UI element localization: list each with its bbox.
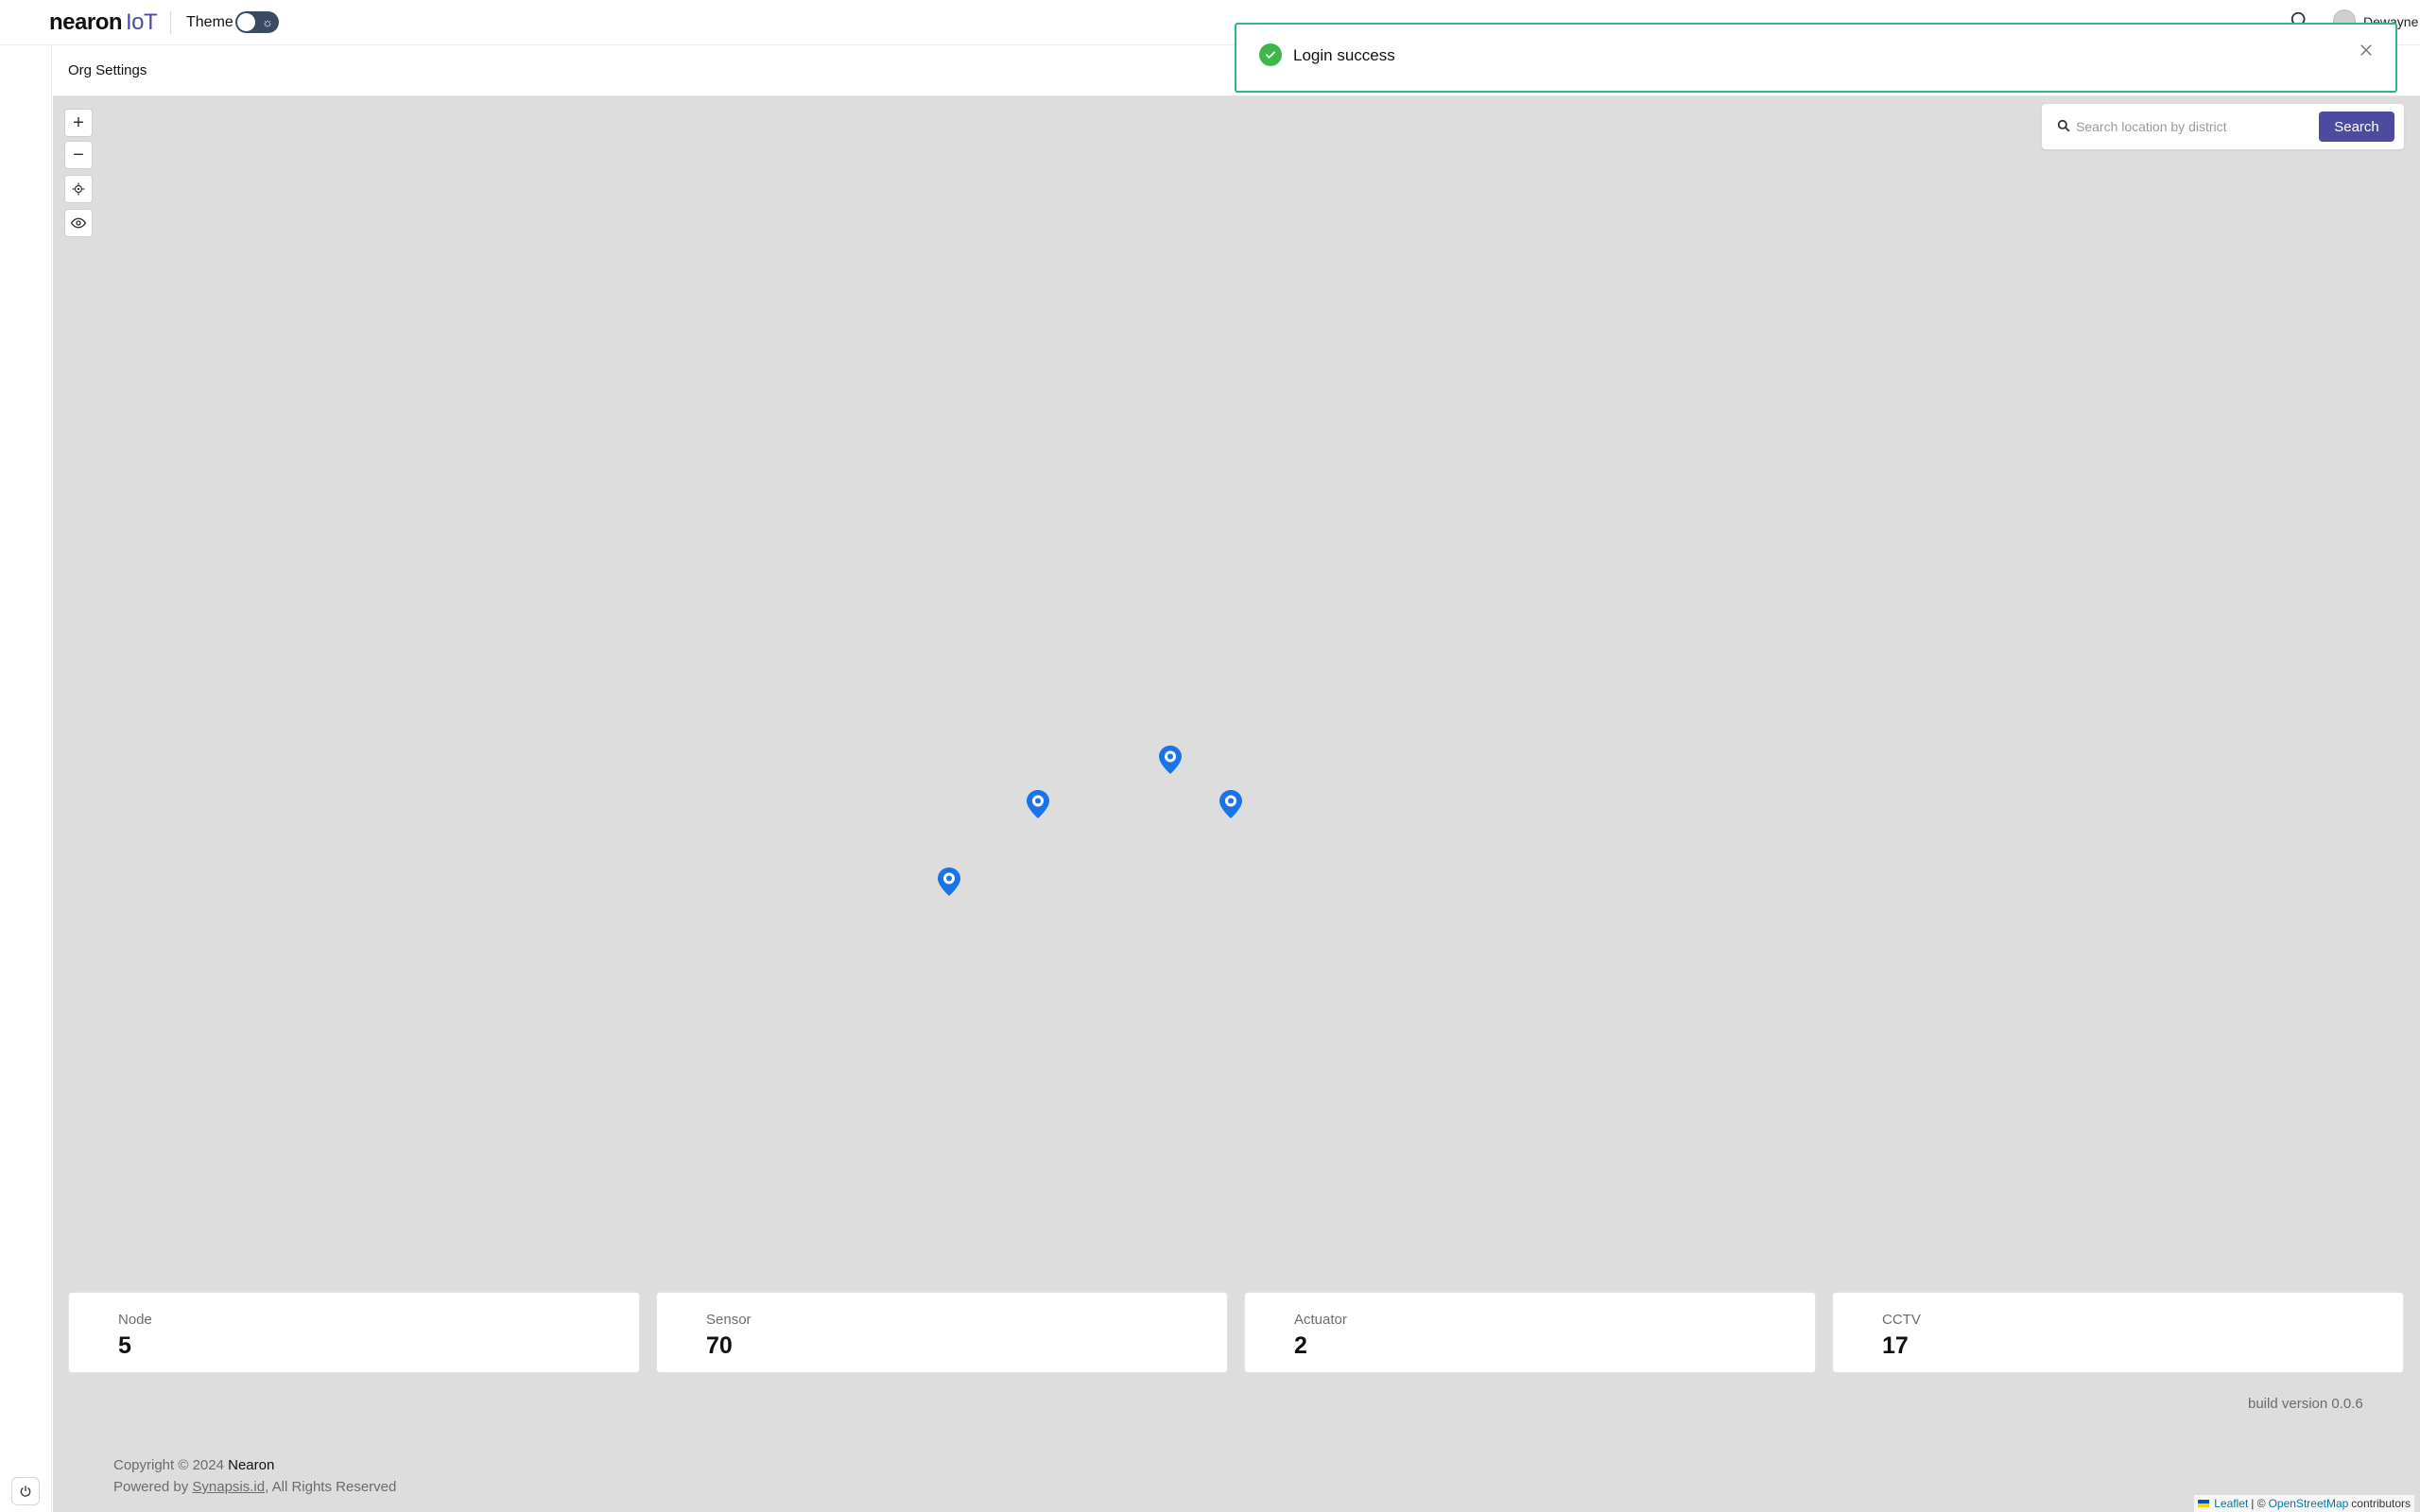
stat-label: Sensor xyxy=(706,1312,752,1328)
notification-toast: Login success xyxy=(1235,23,2397,93)
powered-by: Powered by Synapsis.id, All Rights Reser… xyxy=(113,1479,396,1495)
page-title: Org Settings xyxy=(68,62,147,78)
attribution-separator: | © xyxy=(2251,1497,2266,1510)
copyright: Copyright © 2024 Nearon xyxy=(113,1457,274,1473)
stat-card-node[interactable]: Node 5 xyxy=(68,1292,640,1373)
stat-card-sensor[interactable]: Sensor 70 xyxy=(656,1292,1228,1373)
stat-value: 70 xyxy=(706,1332,733,1359)
map-attribution: Leaflet | © OpenStreetMap contributors xyxy=(2194,1495,2414,1512)
stat-label: CCTV xyxy=(1882,1312,1921,1328)
map-marker[interactable] xyxy=(1158,745,1183,775)
map-marker[interactable] xyxy=(937,867,961,897)
zoom-out-button[interactable]: − xyxy=(64,141,93,169)
osm-link[interactable]: OpenStreetMap xyxy=(2268,1497,2349,1510)
theme-toggle[interactable]: ☼ xyxy=(235,11,279,33)
divider xyxy=(170,11,171,34)
power-icon xyxy=(20,1486,31,1497)
synapsis-link[interactable]: Synapsis.id xyxy=(192,1479,266,1495)
eye-icon xyxy=(71,217,86,229)
build-version: build version 0.0.6 xyxy=(2248,1396,2363,1412)
attribution-contributors: contributors xyxy=(2351,1497,2411,1510)
copyright-prefix: Copyright © 2024 xyxy=(113,1457,224,1473)
crosshair-icon xyxy=(72,182,85,196)
theme-label: Theme xyxy=(186,14,233,30)
powered-prefix: Powered by xyxy=(113,1479,189,1495)
toast-message: Login success xyxy=(1293,46,1395,64)
logo-main: nearon xyxy=(49,9,123,35)
location-search-button[interactable]: Search xyxy=(2319,112,2394,142)
locate-button[interactable] xyxy=(64,175,93,203)
map-marker[interactable] xyxy=(1026,789,1050,819)
close-icon[interactable] xyxy=(2358,42,2375,59)
stat-card-cctv[interactable]: CCTV 17 xyxy=(1832,1292,2404,1373)
toggle-knob xyxy=(237,13,255,31)
visibility-button[interactable] xyxy=(64,209,93,237)
sidebar xyxy=(0,45,52,1512)
leaflet-link[interactable]: Leaflet xyxy=(2214,1497,2249,1510)
map-canvas[interactable]: + − Leaflet | © OpenStre xyxy=(53,96,2420,1512)
stat-value: 5 xyxy=(118,1332,131,1359)
location-search-bar: Search xyxy=(2042,104,2404,149)
stat-value: 17 xyxy=(1882,1332,1909,1359)
copyright-brand: Nearon xyxy=(228,1457,275,1473)
logout-button[interactable] xyxy=(11,1477,40,1505)
stat-value: 2 xyxy=(1294,1332,1307,1359)
zoom-in-button[interactable]: + xyxy=(64,109,93,137)
logo-sub: IoT xyxy=(126,9,158,35)
stat-label: Actuator xyxy=(1294,1312,1347,1328)
location-search-input[interactable] xyxy=(2076,113,2312,140)
stat-card-actuator[interactable]: Actuator 2 xyxy=(1244,1292,1816,1373)
search-icon xyxy=(2057,119,2070,132)
check-circle-icon xyxy=(1259,43,1282,66)
ukraine-flag-icon xyxy=(2198,1500,2210,1507)
powered-suffix: , All Rights Reserved xyxy=(265,1479,397,1495)
app-logo[interactable]: nearon IoT xyxy=(49,9,158,36)
stat-label: Node xyxy=(118,1312,152,1328)
sun-icon: ☼ xyxy=(262,15,273,29)
map-marker[interactable] xyxy=(1219,789,1243,819)
